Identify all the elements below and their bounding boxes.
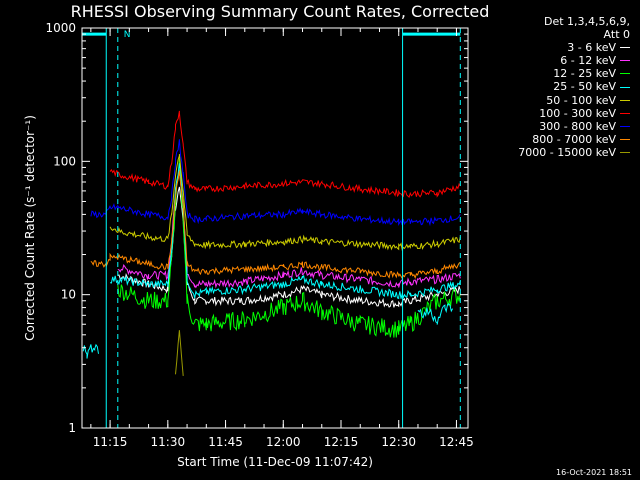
legend-entry: 100 - 300 keV xyxy=(480,107,630,120)
series-line-4 xyxy=(109,154,461,252)
legend-label: 800 - 7000 keV xyxy=(532,132,616,146)
x-tick-label: 11:45 xyxy=(208,435,243,449)
series-line-3 xyxy=(109,163,461,300)
legend-label: 12 - 25 keV xyxy=(553,67,616,81)
legend-label: 300 - 800 keV xyxy=(539,119,616,133)
y-tick-label: 100 xyxy=(53,154,76,168)
legend-swatch xyxy=(620,151,630,153)
legend-swatch xyxy=(620,125,630,127)
extra-series-line-0 xyxy=(82,343,99,359)
legend-entry: 12 - 25 keV xyxy=(480,67,630,80)
series-line-6 xyxy=(90,139,461,227)
legend: Det 1,3,4,5,6,9, Att 0 3 - 6 keV 6 - 12 … xyxy=(480,15,630,159)
legend-label: 100 - 300 keV xyxy=(539,106,616,120)
y-tick-label: 10 xyxy=(61,288,76,302)
legend-label: 3 - 6 keV xyxy=(567,41,616,55)
legend-label: 7000 - 15000 keV xyxy=(518,145,616,159)
x-tick-label: 11:30 xyxy=(151,435,186,449)
y-tick-label: 1000 xyxy=(45,21,76,35)
x-tick-label: 11:15 xyxy=(93,435,128,449)
series-line-8 xyxy=(175,330,184,376)
legend-header-line-2: Att 0 xyxy=(603,28,630,42)
legend-swatch xyxy=(620,86,630,88)
legend-entry: 25 - 50 keV xyxy=(480,80,630,93)
legend-entry: 800 - 7000 keV xyxy=(480,133,630,146)
legend-header-line-1: Det 1,3,4,5,6,9, xyxy=(543,15,630,28)
legend-entry: 3 - 6 keV xyxy=(480,41,630,54)
legend-label: 50 - 100 keV xyxy=(546,93,616,107)
extra-series-line-1 xyxy=(417,303,454,325)
series-line-5 xyxy=(109,110,461,198)
x-tick-label: 12:45 xyxy=(439,435,474,449)
marker-bar-label: N xyxy=(124,30,131,40)
legend-entry: 7000 - 15000 keV xyxy=(480,146,630,159)
legend-swatch xyxy=(620,99,630,101)
plot-frame xyxy=(81,27,469,429)
legend-swatch xyxy=(620,138,630,140)
legend-entry: 300 - 800 keV xyxy=(480,120,630,133)
x-tick-label: 12:15 xyxy=(324,435,359,449)
legend-swatch xyxy=(620,47,630,49)
legend-swatch xyxy=(620,60,630,62)
x-tick-label: 12:30 xyxy=(381,435,416,449)
legend-swatch xyxy=(620,73,630,75)
legend-swatch xyxy=(620,112,630,114)
x-axis-label: Start Time (11-Dec-09 11:07:42) xyxy=(177,455,373,469)
series-line-7 xyxy=(90,170,461,280)
legend-entry: 50 - 100 keV xyxy=(480,94,630,107)
chart-title: RHESSI Observing Summary Count Rates, Co… xyxy=(71,2,490,21)
legend-entry: 6 - 12 keV xyxy=(480,54,630,67)
legend-label: 6 - 12 keV xyxy=(560,54,616,68)
timestamp-footer: 16-Oct-2021 18:51 xyxy=(556,468,632,477)
legend-label: 25 - 50 keV xyxy=(553,80,616,94)
x-tick-label: 12:00 xyxy=(266,435,301,449)
y-axis-label: Corrected Count Rate (s⁻¹ detector⁻¹) xyxy=(23,115,37,341)
y-tick-label: 1 xyxy=(68,421,76,435)
series-line-2 xyxy=(117,158,461,338)
